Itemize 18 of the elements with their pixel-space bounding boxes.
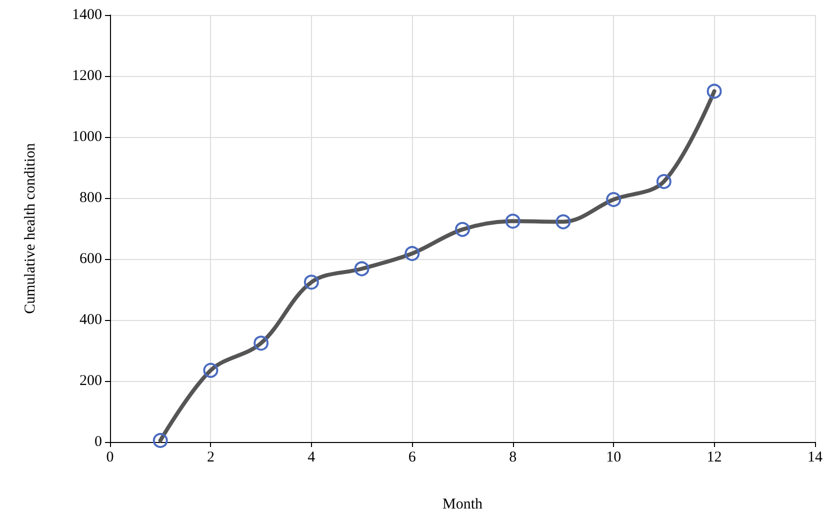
x-tick-label: 10 — [606, 450, 622, 466]
y-tick-label: 0 — [94, 434, 102, 450]
x-tick-label: 2 — [206, 450, 214, 466]
x-tick-label: 12 — [706, 450, 722, 466]
y-tick-label: 200 — [80, 373, 102, 389]
y-tick-label: 800 — [80, 190, 102, 206]
x-axis-title: Month — [442, 496, 483, 512]
y-tick-label: 600 — [80, 251, 102, 267]
x-tick-label: 8 — [509, 450, 517, 466]
y-tick-label: 1400 — [72, 7, 102, 23]
x-tick-label: 14 — [808, 450, 823, 466]
x-tick-label: 6 — [408, 450, 416, 466]
y-tick-label: 1200 — [72, 68, 102, 84]
y-tick-label: 1000 — [72, 129, 102, 145]
y-tick-label: 400 — [80, 312, 102, 328]
y-axis-title: Cumulative health condition — [22, 142, 38, 314]
x-tick-label: 4 — [308, 450, 316, 466]
x-tick-label: 0 — [106, 450, 114, 466]
